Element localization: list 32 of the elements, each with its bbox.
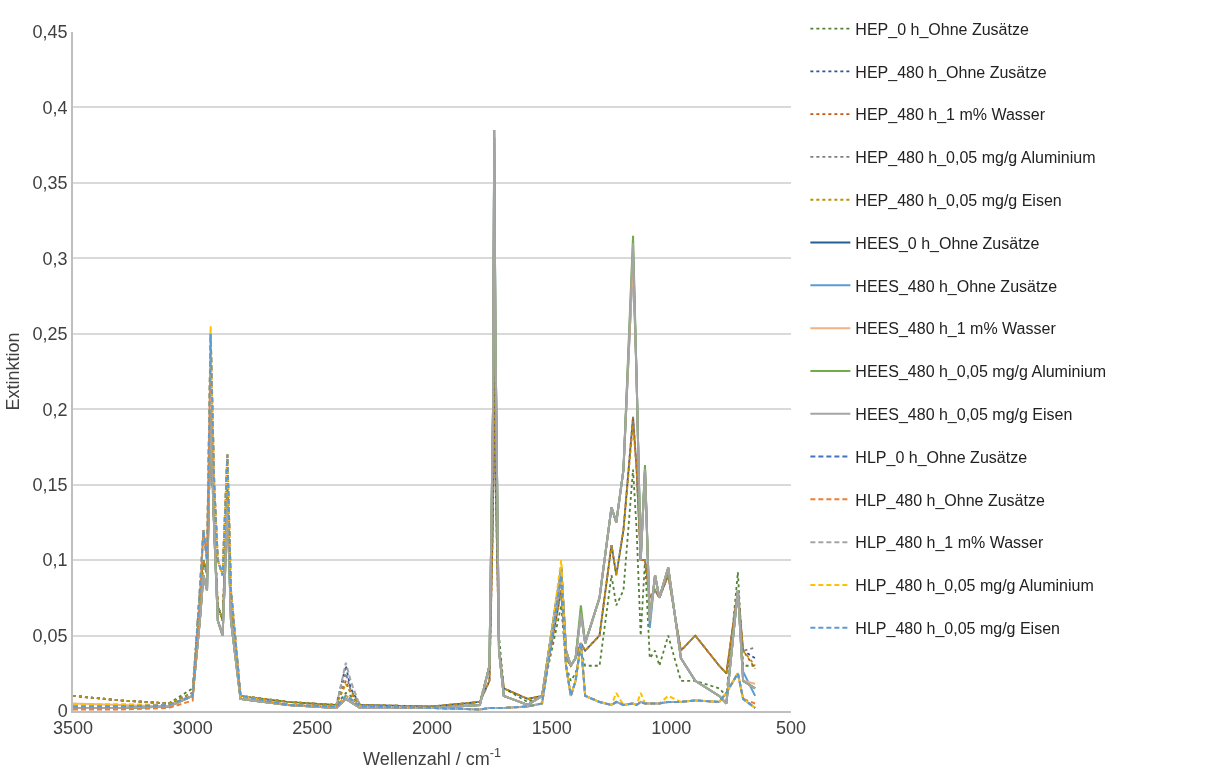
legend-label: HLP_480 h_Ohne Zusätze (855, 491, 1045, 510)
legend-label: HEES_480 h_Ohne Zusätze (855, 277, 1058, 296)
y-tick-label: 0,2 (42, 399, 68, 420)
legend-label: HEES_0 h_Ohne Zusätze (855, 234, 1040, 253)
y-tick-label: 0,1 (42, 550, 68, 571)
legend-label: HLP_480 h_0,05 mg/g Eisen (855, 619, 1060, 638)
y-tick-label: 0,45 (32, 22, 68, 43)
y-tick-label: 0,4 (42, 97, 68, 118)
y-axis-title: Extinktion (3, 332, 24, 411)
y-tick-label: 0,35 (32, 173, 68, 194)
legend-label: HEP_480 h_0,05 mg/g Eisen (855, 191, 1062, 210)
legend-label: HEP_0 h_Ohne Zusätze (855, 20, 1029, 39)
y-tick-label: 0,25 (32, 324, 68, 345)
x-tick-label: 3000 (172, 718, 213, 739)
legend-label: HEES_480 h_1 m% Wasser (855, 320, 1057, 339)
x-tick-label: 500 (775, 718, 807, 739)
legend-label: HEP_480 h_Ohne Zusätze (855, 63, 1047, 82)
legend-label: HEP_480 h_1 m% Wasser (855, 106, 1046, 125)
y-tick-label: 0,05 (32, 625, 68, 646)
x-tick-label: 1000 (651, 718, 692, 739)
x-tick-label: 2500 (292, 718, 333, 739)
legend-label: HEP_480 h_0,05 mg/g Aluminium (855, 149, 1096, 168)
x-tick-label: 1500 (531, 718, 572, 739)
x-tick-label: 2000 (411, 718, 453, 739)
y-tick-label: 0,15 (32, 474, 68, 495)
legend-label: HLP_480 h_1 m% Wasser (855, 534, 1044, 553)
legend-label: HEES_480 h_0,05 mg/g Eisen (855, 405, 1073, 424)
legend-label: HLP_480 h_0,05 mg/g Aluminium (855, 577, 1094, 596)
legend-label: HEES_480 h_0,05 mg/g Aluminium (855, 363, 1107, 382)
x-axis-title: Wellenzahl / cm$^{-1}$ (363, 746, 501, 769)
legend-label: HLP_0 h_Ohne Zusätze (855, 448, 1028, 467)
y-tick-label: 0,3 (42, 248, 68, 269)
